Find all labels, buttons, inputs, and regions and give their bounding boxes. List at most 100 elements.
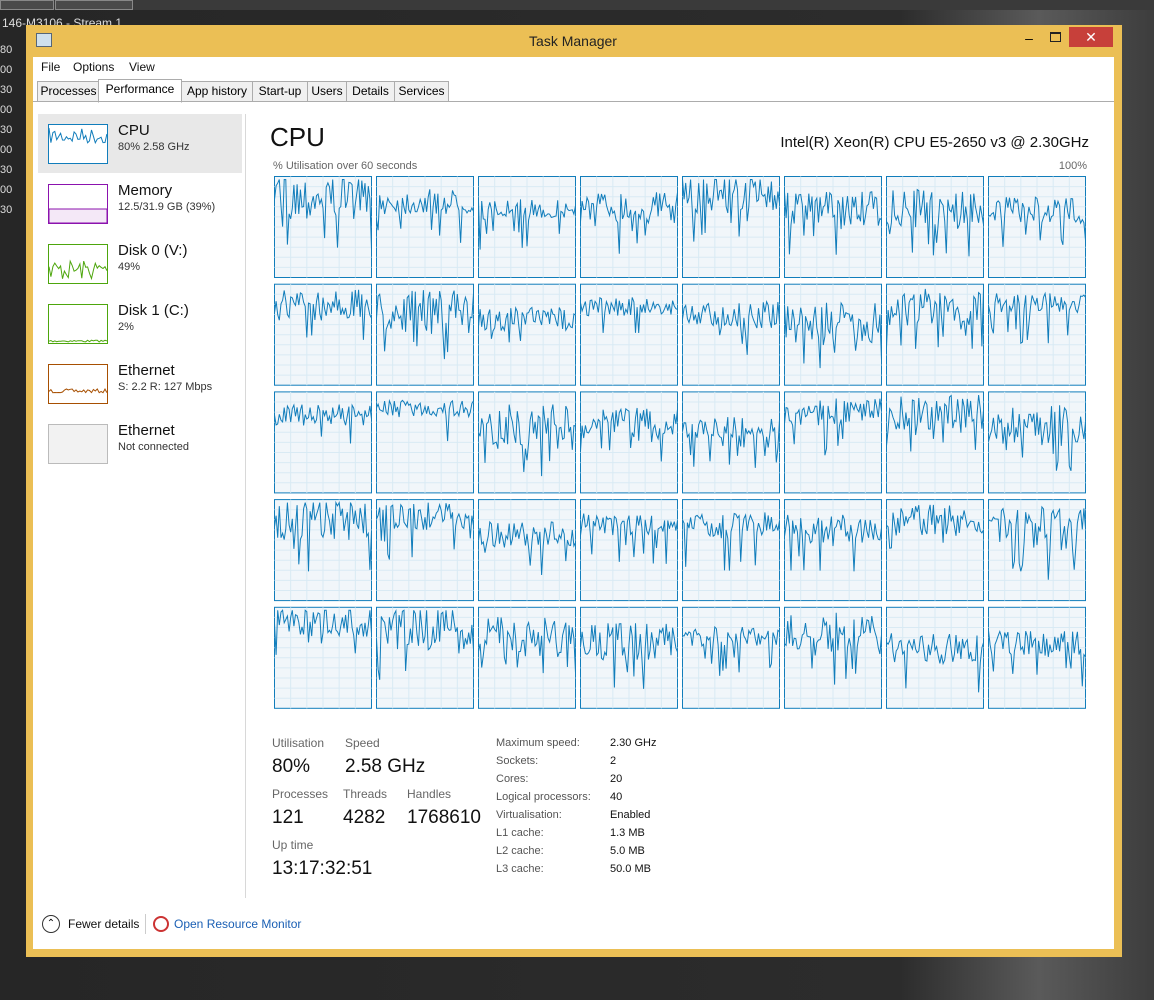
spec-value: 50.0 MB (610, 863, 651, 875)
tab[interactable]: Start-up (252, 81, 308, 102)
stat-label: Handles (407, 787, 452, 801)
background-number: 30 (0, 204, 13, 216)
core-line (682, 179, 780, 242)
sidebar-detail[interactable]: 80% 2.58 GHz (118, 141, 190, 153)
sidebar-label[interactable]: Disk 0 (V:) (118, 242, 188, 259)
core-line (682, 512, 780, 571)
cpu-name: Intel(R) Xeon(R) CPU E5-2650 v3 @ 2.30GH… (780, 134, 1089, 151)
background-number: 00 (0, 104, 13, 116)
spec-label: Virtualisation: (496, 809, 562, 821)
close-button[interactable]: ✕ (1069, 27, 1113, 47)
background-tab (0, 0, 54, 10)
sidebar-label[interactable]: Ethernet (118, 422, 175, 439)
spec-value: Enabled (610, 809, 651, 821)
spec-label: L3 cache: (496, 863, 544, 875)
stat-value: 13:17:32:51 (272, 858, 373, 879)
core-line (682, 417, 780, 468)
sidebar-detail[interactable]: 12.5/31.9 GB (39%) (118, 201, 216, 213)
thumbnail[interactable] (48, 424, 108, 464)
core-line (478, 617, 576, 674)
core-line (886, 288, 984, 349)
tab[interactable]: Details (346, 81, 395, 102)
thumbnail[interactable] (48, 124, 108, 164)
core-line (784, 612, 882, 685)
core-line (478, 305, 576, 343)
core-line (376, 398, 474, 442)
section-title: CPU (270, 122, 325, 152)
core-line (580, 407, 678, 462)
fewer-details[interactable]: Fewer details (68, 917, 140, 931)
core-line (988, 196, 1086, 247)
core-line (784, 191, 882, 255)
thumbnail-line (48, 339, 108, 343)
core-line (274, 178, 372, 250)
core-line (886, 394, 984, 452)
background-number: 00 (0, 184, 13, 196)
maximize-button[interactable] (1050, 32, 1061, 42)
core-line (376, 609, 474, 680)
sidebar-label[interactable]: Disk 1 (C:) (118, 302, 189, 319)
tab[interactable]: App history (181, 81, 253, 102)
sidebar-detail[interactable]: 49% (118, 261, 141, 273)
thumbnail-fill (48, 208, 108, 224)
background-number: 80 (0, 44, 13, 56)
core-line (682, 299, 780, 355)
menu-item[interactable]: Options (73, 60, 115, 74)
menu-item[interactable]: File (41, 60, 61, 74)
sidebar-detail[interactable]: Not connected (118, 441, 189, 453)
thumbnail-line (48, 127, 108, 145)
tab[interactable]: Users (307, 81, 347, 102)
core-line (274, 289, 372, 340)
core-line (886, 504, 984, 549)
collapse-icon[interactable]: ⌃ (42, 915, 60, 933)
thumbnail-frame (48, 304, 108, 344)
spec-value: 2 (610, 755, 617, 767)
stat-label: Up time (272, 838, 314, 852)
monitor-icon (153, 916, 169, 932)
spec-label: L1 cache: (496, 827, 544, 839)
core-line (886, 633, 984, 693)
stat-value: 1768610 (407, 807, 481, 828)
core-line (274, 403, 372, 444)
core-line (784, 398, 882, 456)
cpu-graphs (274, 176, 1086, 709)
sidebar-detail[interactable]: 2% (118, 321, 134, 333)
sidebar-label[interactable]: Memory (118, 182, 173, 199)
core-line (478, 404, 576, 477)
thumbnail[interactable] (48, 304, 108, 344)
background-number: 30 (0, 84, 13, 96)
graph-max: 100% (1058, 160, 1087, 172)
tab[interactable]: Processes (37, 81, 100, 102)
sidebar-label[interactable]: CPU (118, 122, 150, 139)
sidebar-detail[interactable]: S: 2.2 R: 127 Mbps (118, 381, 213, 393)
thumbnail-line (48, 259, 108, 281)
stat-value: 4282 (343, 807, 386, 828)
resource-monitor-link[interactable]: Open Resource Monitor (174, 917, 302, 931)
spec-value: 20 (610, 773, 623, 785)
spec-label: L2 cache: (496, 845, 544, 857)
stat-label: Speed (345, 736, 380, 750)
background-number: 30 (0, 124, 13, 136)
tab[interactable]: Performance (98, 79, 182, 103)
menu-item[interactable]: View (129, 60, 155, 74)
thumbnail[interactable] (48, 244, 108, 284)
thumbnail[interactable] (48, 364, 108, 404)
core-line (478, 520, 576, 576)
tab[interactable]: Services (394, 81, 449, 102)
thumbnail[interactable] (48, 184, 108, 224)
thumbnail-frame (48, 244, 108, 284)
sidebar-label[interactable]: Ethernet (118, 362, 175, 379)
stat-value: 2.58 GHz (345, 756, 426, 777)
footer-separator (145, 914, 146, 934)
background-number: 00 (0, 144, 13, 156)
core-line (988, 630, 1086, 687)
core-line (682, 625, 780, 676)
stat-label: Utilisation (272, 736, 325, 750)
spec-label: Cores: (496, 773, 529, 785)
stat-value: 121 (272, 807, 304, 828)
minimize-button[interactable]: – (1025, 30, 1033, 46)
core-line (478, 199, 576, 250)
background-number: 30 (0, 164, 13, 176)
spec-label: Sockets: (496, 755, 539, 767)
